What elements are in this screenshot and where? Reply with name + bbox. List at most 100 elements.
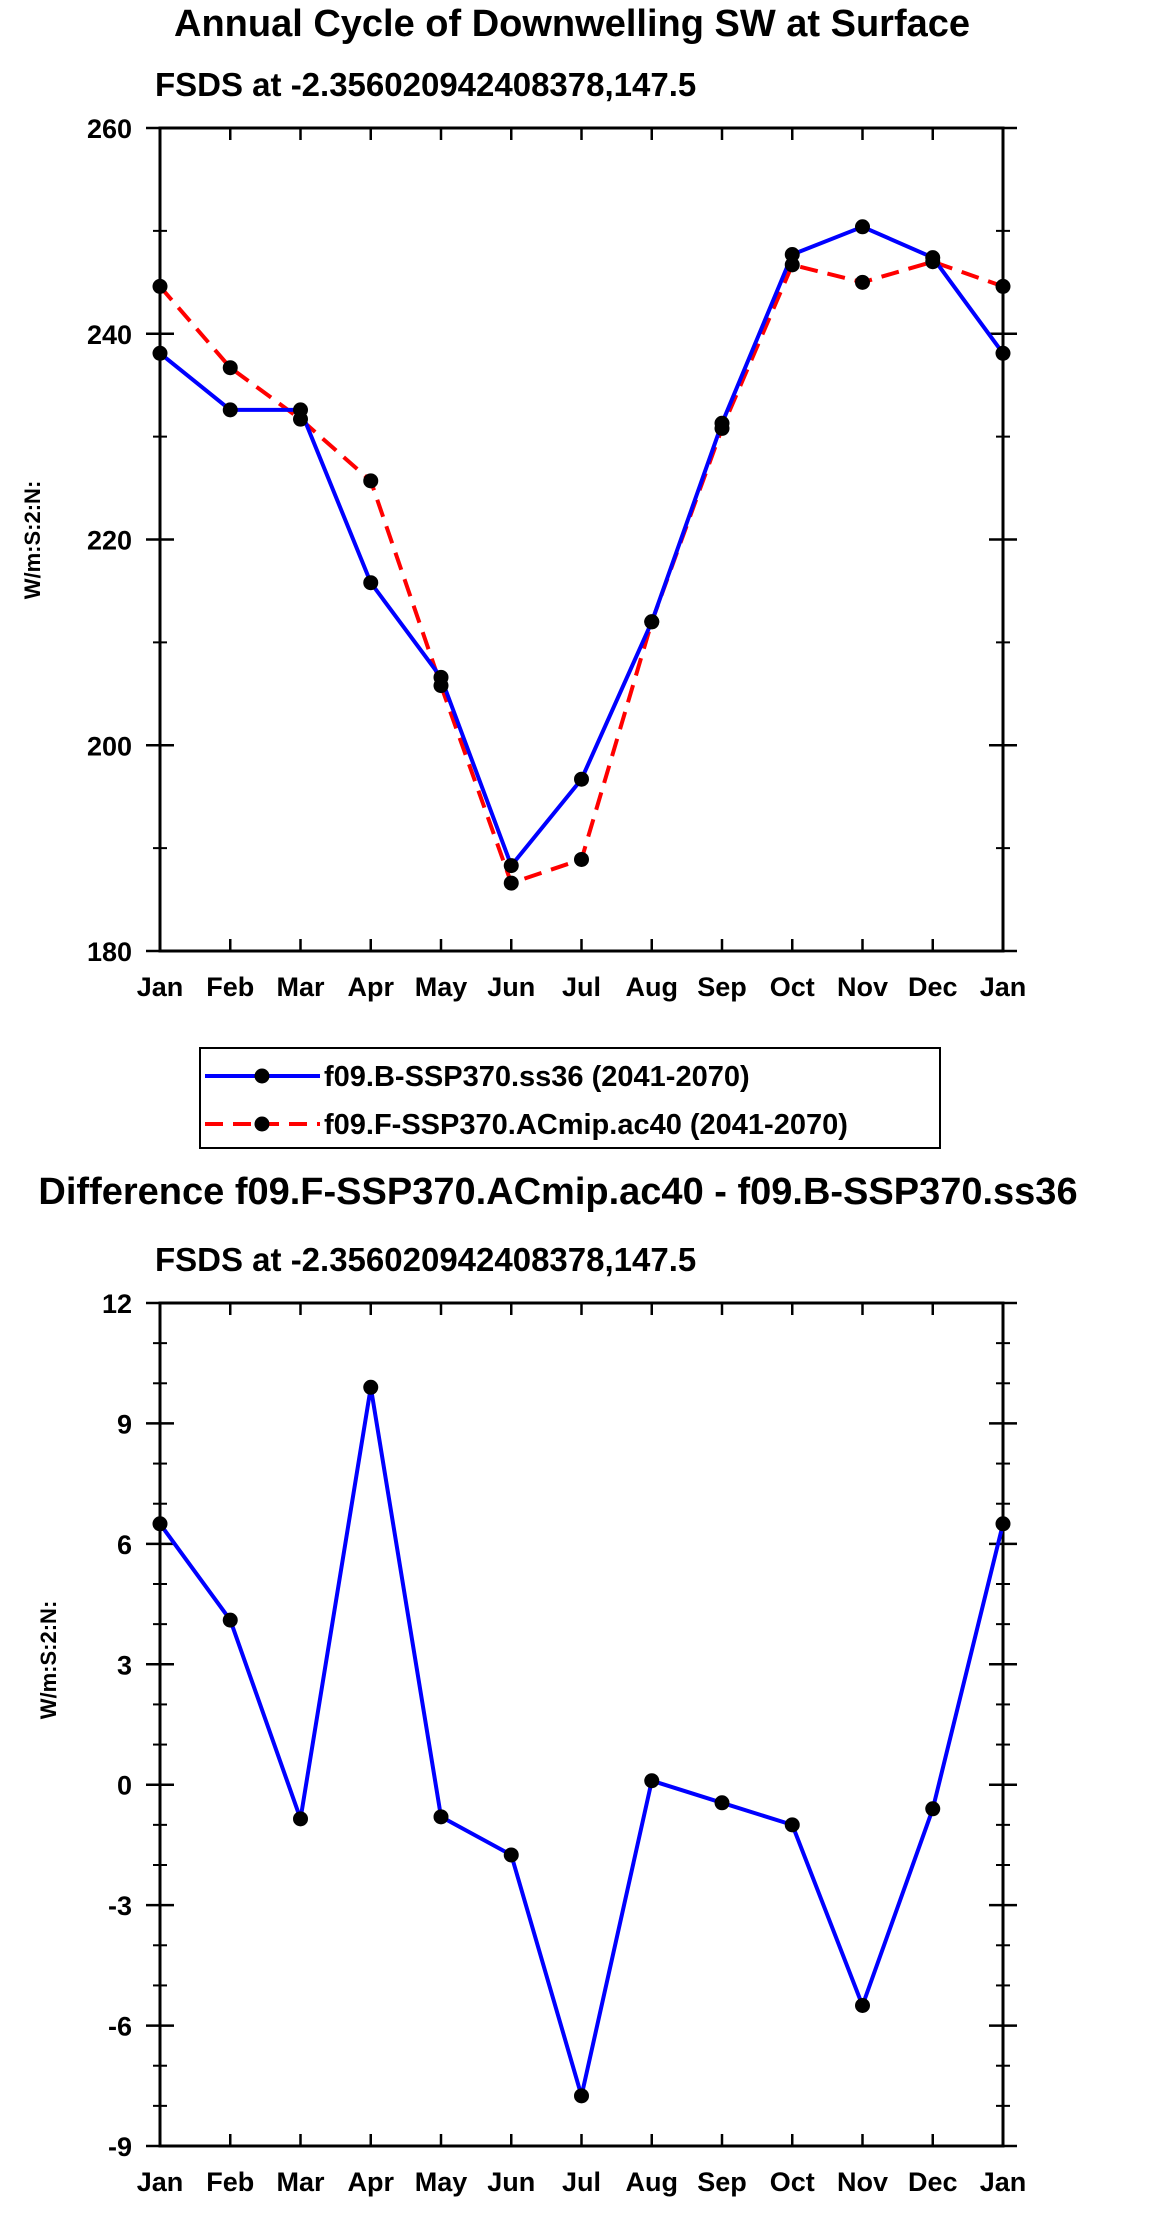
data-point-series-1 <box>714 1795 730 1811</box>
plot-frame <box>158 126 1005 953</box>
legend-box <box>199 1047 941 1149</box>
y-tick-label: 6 <box>117 1530 132 1560</box>
data-point-series-2 <box>995 278 1011 294</box>
data-point-series-1 <box>855 219 870 235</box>
data-point-series-2 <box>293 411 308 427</box>
legend-entry-series-2: f09.F-SSP370.ACmip.ac40 (2041-2070) <box>205 1109 848 1141</box>
x-tick-label: Jul <box>562 2167 601 2197</box>
x-tick-label: Mar <box>276 972 325 1002</box>
chart-subtitle: FSDS at -2.356020942408378,147.5 <box>155 66 696 103</box>
legend-entry-series-1: f09.B-SSP370.ss36 (2041-2070) <box>205 1061 750 1093</box>
x-tick-label: Nov <box>837 972 888 1002</box>
data-point-series-2 <box>925 254 941 270</box>
data-point-series-2 <box>574 851 589 867</box>
series-line-1 <box>158 224 1005 868</box>
y-tick-label: 260 <box>87 114 132 144</box>
y-tick-label: 9 <box>117 1409 132 1439</box>
data-point-series-1 <box>293 1811 308 1827</box>
x-tick-label: Sep <box>697 2167 747 2197</box>
difference-axis-ticks <box>146 1301 1017 2148</box>
data-point-series-1 <box>152 1516 168 1532</box>
x-tick-label: Feb <box>206 972 254 1002</box>
chart-title: Annual Cycle of Downwelling SW at Surfac… <box>174 3 970 45</box>
x-tick-label: Jun <box>487 972 535 1002</box>
y-tick-label: 200 <box>87 731 132 761</box>
x-tick-label: Dec <box>908 2167 958 2197</box>
data-point-series-1 <box>784 247 800 263</box>
difference-data-marks <box>152 1379 1011 2104</box>
x-tick-label: Nov <box>837 2167 888 2197</box>
x-tick-label: Jan <box>137 972 184 1002</box>
data-point-series-2 <box>222 360 238 376</box>
x-tick-label: Aug <box>626 972 678 1002</box>
x-tick-label: May <box>415 972 468 1002</box>
data-point-series-1 <box>574 771 589 787</box>
data-point-series-2 <box>152 278 168 294</box>
difference-y-axis-label: W/m:S:2:N: <box>36 1601 61 1720</box>
y-tick-label: 240 <box>87 320 132 350</box>
x-tick-label: Jan <box>980 2167 1027 2197</box>
data-point-series-1 <box>363 1379 379 1395</box>
y-tick-label: 3 <box>117 1650 132 1680</box>
difference-plot-frame <box>158 1301 1005 2148</box>
data-point-series-1 <box>644 1773 660 1789</box>
x-tick-label: Jan <box>980 972 1027 1002</box>
legend-label-1: f09.B-SSP370.ss36 (2041-2070) <box>324 1061 750 1093</box>
data-point-series-2 <box>503 875 519 891</box>
y-tick-label: -6 <box>108 2012 132 2042</box>
x-tick-label: Feb <box>206 2167 254 2197</box>
x-tick-label: Apr <box>348 972 395 1002</box>
y-tick-label: 180 <box>87 937 132 967</box>
data-point-series-1 <box>222 402 238 418</box>
data-point-series-1 <box>855 1998 870 2013</box>
x-tick-label: Sep <box>697 972 747 1002</box>
data-point-series-1 <box>925 1801 941 1817</box>
y-tick-label: -9 <box>108 2132 132 2162</box>
x-tick-label: Mar <box>276 2167 325 2197</box>
y-axis-label: W/m:S:2:N: <box>20 481 45 600</box>
data-point-series-2 <box>714 420 730 436</box>
x-tick-label: Jul <box>562 972 601 1002</box>
data-point-series-2 <box>784 257 800 273</box>
difference-tick-labels: Jan Feb Mar Apr May Jun Jul Aug Sep Oct Nov Dec Jan-… <box>102 1289 1026 2197</box>
x-tick-label: Jun <box>487 2167 535 2197</box>
y-tick-label: 0 <box>117 1771 132 1801</box>
series-line-1 <box>158 1385 1005 2098</box>
x-tick-label: Apr <box>348 2167 395 2197</box>
data-point-series-2 <box>855 274 870 290</box>
legend: f09.B-SSP370.ss36 (2041-2070) f09.F-SSP3… <box>199 1047 941 1149</box>
data-point-series-1 <box>995 345 1011 361</box>
data-point-series-2 <box>644 614 660 630</box>
difference-chart: Difference f09.F-SSP370.ACmip.ac40 - f09… <box>36 1171 1078 2197</box>
data-point-series-1 <box>503 1847 519 1863</box>
difference-chart-title: Difference f09.F-SSP370.ACmip.ac40 - f09… <box>38 1171 1077 1213</box>
x-tick-label: Aug <box>626 2167 678 2197</box>
y-tick-label: 12 <box>102 1289 132 1319</box>
x-tick-label: Jan <box>137 2167 184 2197</box>
tick-labels: Jan Feb Mar Apr May Jun Jul Aug Sep Oct Nov Dec Jan1… <box>87 114 1026 1002</box>
y-tick-label: -3 <box>108 1891 132 1921</box>
difference-chart-subtitle: FSDS at -2.356020942408378,147.5 <box>155 1241 696 1278</box>
data-point-series-1 <box>784 1817 800 1833</box>
x-tick-label: Oct <box>770 2167 815 2197</box>
y-tick-label: 220 <box>87 526 132 556</box>
data-point-series-1 <box>222 1612 238 1628</box>
data-point-series-1 <box>363 575 379 591</box>
annual-cycle-chart: Annual Cycle of Downwelling SW at Surfac… <box>20 3 1026 1149</box>
axis-ticks <box>146 126 1017 953</box>
legend-marker-1 <box>254 1068 270 1084</box>
x-tick-label: Oct <box>770 972 815 1002</box>
x-tick-label: May <box>415 2167 468 2197</box>
x-tick-label: Dec <box>908 972 958 1002</box>
data-point-series-2 <box>433 678 449 694</box>
data-point-series-1 <box>574 2088 589 2104</box>
data-point-series-1 <box>503 858 519 874</box>
legend-marker-2 <box>254 1116 270 1132</box>
data-point-series-1 <box>433 1809 449 1825</box>
data-point-series-1 <box>995 1516 1011 1532</box>
data-point-series-1 <box>152 345 168 361</box>
data-marks <box>152 219 1011 891</box>
data-point-series-2 <box>363 473 379 489</box>
series-line-2 <box>158 259 1004 886</box>
